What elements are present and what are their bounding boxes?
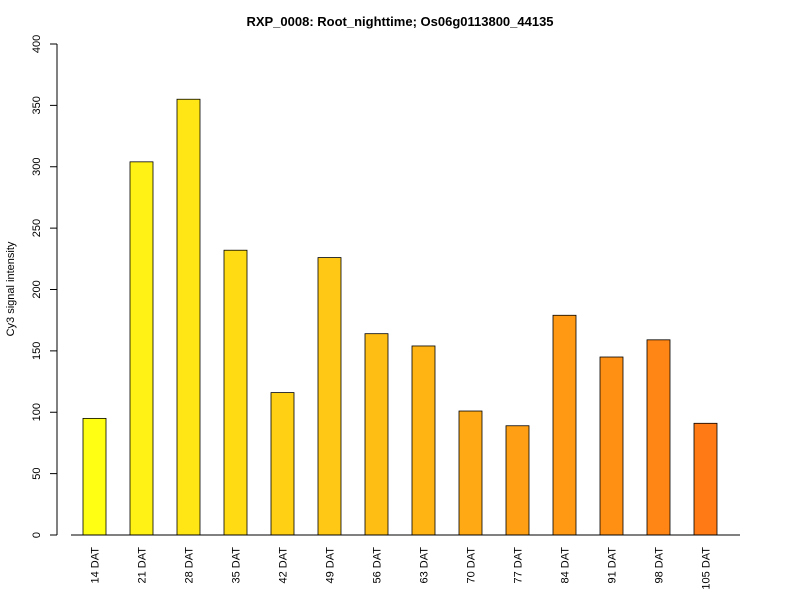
y-tick-label: 200 — [31, 280, 43, 298]
x-tick-label: 98 DAT — [654, 547, 666, 584]
x-tick-label: 14 DAT — [90, 547, 102, 584]
y-tick-label: 0 — [31, 532, 43, 538]
x-tick-label: 42 DAT — [278, 547, 290, 584]
x-tick-label: 49 DAT — [325, 547, 337, 584]
bar — [223, 249, 248, 536]
x-tick-label: 91 DAT — [607, 547, 619, 584]
y-tick-label: 150 — [31, 342, 43, 360]
x-tick-label: 77 DAT — [513, 547, 525, 584]
bar — [411, 345, 436, 536]
y-tick-label: 50 — [31, 468, 43, 480]
x-tick-label: 21 DAT — [137, 547, 149, 584]
x-tick-label: 105 DAT — [701, 547, 713, 590]
y-tick-label: 100 — [31, 403, 43, 421]
bar — [552, 314, 577, 536]
x-tick-label: 35 DAT — [231, 547, 243, 584]
bar — [599, 356, 624, 536]
x-axis: 14 DAT 21 DAT 28 DAT 35 DAT 42 DAT 49 DAT 56 D… — [71, 534, 740, 590]
y-tick-label: 400 — [31, 35, 43, 53]
y-tick-label: 350 — [31, 96, 43, 114]
bar — [458, 410, 483, 536]
x-tick-label: 28 DAT — [184, 547, 196, 584]
bar — [82, 417, 107, 536]
bar — [364, 333, 389, 536]
y-axis: 0 50 100 150 200 250 300 350 400 — [31, 35, 58, 538]
y-tick-label: 250 — [31, 219, 43, 237]
bar — [176, 98, 201, 536]
x-tick-label: 70 DAT — [466, 547, 478, 584]
bar — [129, 161, 154, 536]
y-tick-label: 300 — [31, 158, 43, 176]
x-tick-label: 63 DAT — [419, 547, 431, 584]
chart-title: RXP_0008: Root_nighttime; Os06g0113800_4… — [246, 14, 553, 29]
bar — [505, 425, 530, 536]
x-tick-label: 84 DAT — [560, 547, 572, 584]
bars-group — [82, 98, 718, 536]
y-axis-label: Cy3 signal intensity — [5, 241, 17, 336]
bar — [646, 339, 671, 536]
x-tick-label: 56 DAT — [372, 547, 384, 584]
bar — [270, 392, 295, 536]
bar — [693, 422, 718, 536]
bar — [317, 257, 342, 536]
